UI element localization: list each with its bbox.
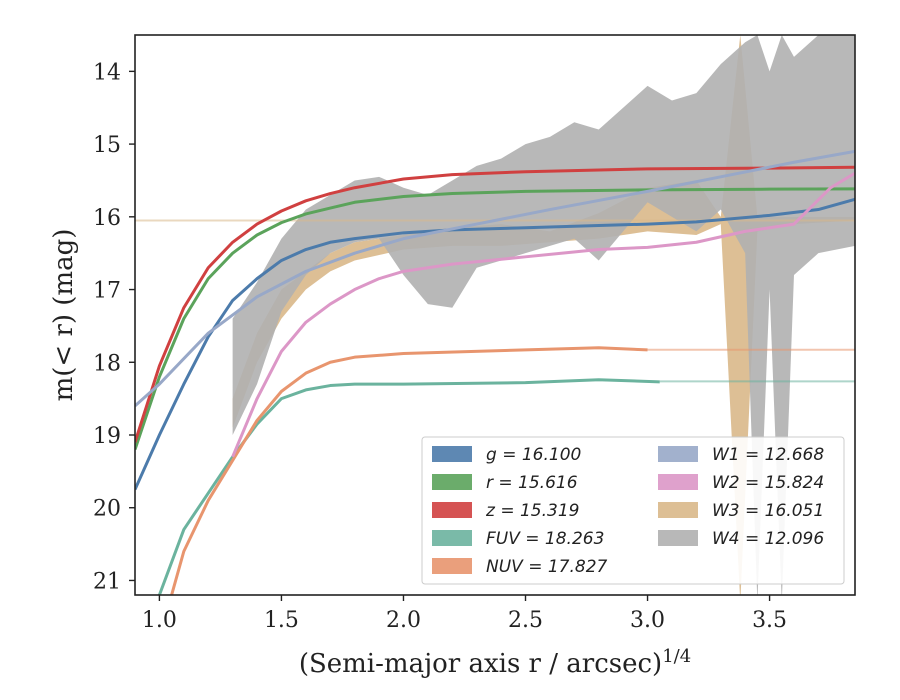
legend-frame bbox=[421, 436, 845, 585]
series-fuv-line bbox=[158, 378, 660, 595]
series-w2-line bbox=[231, 171, 855, 458]
series-nuv-line bbox=[170, 346, 648, 595]
y-tick-label: 14 bbox=[93, 60, 121, 85]
y-tick-label: 19 bbox=[93, 424, 121, 449]
x-tick-label: 1.5 bbox=[264, 608, 299, 633]
y-tick-label: 20 bbox=[93, 497, 121, 522]
legend-swatch-w4 bbox=[658, 530, 698, 546]
x-tick-label: 2.0 bbox=[386, 608, 421, 633]
series-g-line bbox=[135, 197, 855, 491]
x-tick-label: 3.0 bbox=[630, 608, 665, 633]
legend-swatch-z bbox=[432, 502, 472, 518]
x-axis-label: (Semi-major axis r / arcsec)1/4 bbox=[299, 646, 691, 679]
x-axis-label-superscript: 1/4 bbox=[662, 646, 691, 667]
series-r-line bbox=[135, 187, 855, 451]
x-tick-label: 1.0 bbox=[142, 608, 177, 633]
legend-label-w1: W1 = 12.668 bbox=[712, 445, 824, 465]
legend-label-nuv: NUV = 17.827 bbox=[486, 557, 608, 577]
legend-swatch-nuv bbox=[432, 558, 472, 574]
legend-label-w4: W4 = 12.096 bbox=[712, 529, 824, 549]
legend-label-g: g = 16.100 bbox=[486, 445, 581, 465]
series-w4-band bbox=[232, 35, 855, 595]
legend-swatch-g bbox=[432, 446, 472, 462]
series-z-line bbox=[135, 165, 855, 443]
y-axis-label: m(< r) (mag) bbox=[49, 229, 79, 402]
x-tick-label: 3.5 bbox=[752, 608, 787, 633]
legend-swatch-w3 bbox=[658, 502, 698, 518]
legend: g = 16.100 r = 15.616 z = 15.319 FUV = 18.2… bbox=[421, 436, 845, 585]
y-tick-label: 21 bbox=[93, 569, 121, 594]
legend-label-z: z = 15.319 bbox=[485, 501, 579, 521]
legend-label-w3: W3 = 16.051 bbox=[712, 501, 824, 521]
series-w1-line bbox=[135, 149, 855, 408]
y-tick-label: 16 bbox=[93, 206, 121, 231]
legend-label-w2: W2 = 15.824 bbox=[712, 473, 824, 493]
y-tick-label: 15 bbox=[93, 133, 121, 158]
legend-swatch-r bbox=[432, 474, 472, 490]
y-tick-label: 18 bbox=[93, 351, 121, 376]
legend-swatch-w1 bbox=[658, 446, 698, 462]
y-tick-label: 17 bbox=[93, 279, 121, 304]
series-w3-band bbox=[232, 35, 855, 595]
plot-frame bbox=[134, 34, 856, 596]
legend-label-r: r = 15.616 bbox=[486, 473, 578, 493]
legend-label-fuv: FUV = 18.263 bbox=[486, 529, 604, 549]
legend-swatch-fuv bbox=[432, 530, 472, 546]
legend-swatch-w2 bbox=[658, 474, 698, 490]
x-tick-label: 2.5 bbox=[508, 608, 543, 633]
